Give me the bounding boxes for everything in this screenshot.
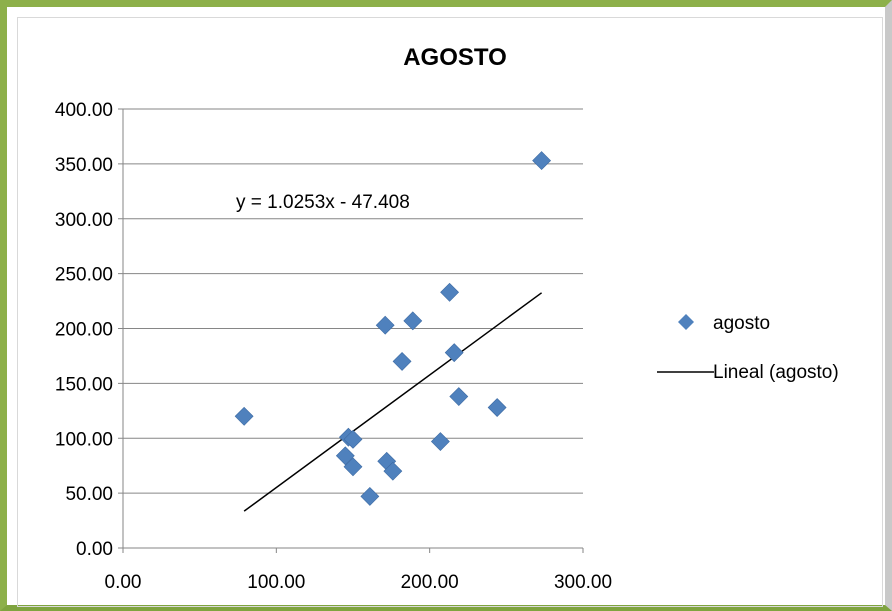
legend-label-trendline: Lineal (agosto) — [713, 362, 839, 383]
data-point — [450, 388, 468, 406]
y-tick-labels: 0.00 50.00 100.00 150.00 200.00 250.00 300.00 3… — [55, 100, 113, 560]
x-tick-label: 200.00 — [401, 572, 459, 593]
y-tick-label: 200.00 — [55, 320, 113, 341]
y-tick-label: 250.00 — [55, 265, 113, 286]
y-tick-label: 100.00 — [55, 429, 113, 450]
y-tick-label: 150.00 — [55, 374, 113, 395]
data-point — [393, 352, 411, 370]
x-tick-labels: 0.00 100.00 200.00 300.00 — [105, 572, 613, 593]
legend: agosto Lineal (agosto) — [657, 313, 839, 383]
y-tick-label: 350.00 — [55, 155, 113, 176]
x-tick-label: 100.00 — [247, 572, 305, 593]
chart-title: AGOSTO — [403, 44, 507, 71]
data-point — [235, 407, 253, 425]
y-tick-label: 300.00 — [55, 210, 113, 231]
data-point — [445, 344, 463, 362]
legend-marker-agosto — [678, 314, 694, 330]
y-tick-label: 400.00 — [55, 100, 113, 121]
data-point — [488, 399, 506, 417]
data-point — [404, 312, 422, 330]
data-point — [441, 283, 459, 301]
trendline-equation: y = 1.0253x - 47.408 — [236, 192, 410, 213]
x-tick-label: 300.00 — [554, 572, 612, 593]
axes — [118, 109, 583, 553]
legend-label-agosto: agosto — [713, 313, 770, 334]
y-tick-label: 0.00 — [76, 539, 113, 560]
x-tick-label: 0.00 — [105, 572, 142, 593]
data-point — [431, 433, 449, 451]
data-point — [361, 487, 379, 505]
data-point — [376, 316, 394, 334]
data-point — [533, 152, 551, 170]
y-tick-label: 50.00 — [65, 484, 113, 505]
